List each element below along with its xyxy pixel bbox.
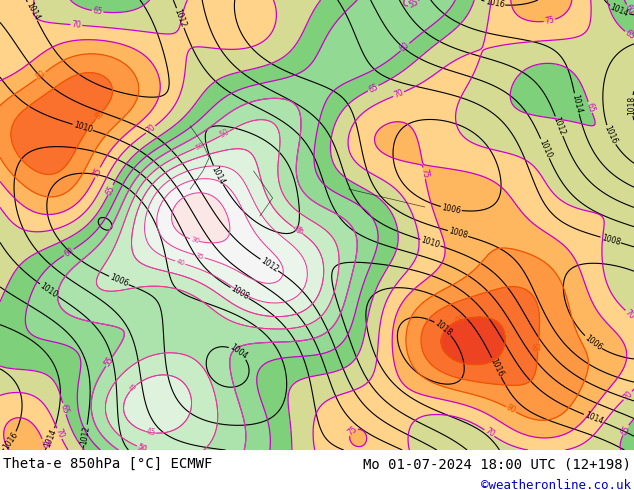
Text: 1010: 1010: [38, 281, 59, 299]
Text: 55: 55: [407, 0, 420, 10]
Text: 1010: 1010: [537, 138, 553, 159]
Text: 1012: 1012: [172, 7, 188, 28]
Text: 1016: 1016: [1, 430, 20, 451]
Text: 75: 75: [38, 439, 49, 450]
Text: 30: 30: [190, 236, 200, 245]
Text: 65: 65: [58, 403, 70, 415]
Text: 50: 50: [194, 142, 205, 151]
Text: Mo 01-07-2024 18:00 UTC (12+198): Mo 01-07-2024 18:00 UTC (12+198): [363, 457, 631, 471]
Text: 1014: 1014: [43, 427, 59, 449]
Text: 65: 65: [367, 82, 380, 95]
Text: 60: 60: [623, 3, 634, 16]
Text: 65: 65: [623, 28, 634, 42]
Text: 60: 60: [398, 41, 411, 54]
Text: 70: 70: [53, 427, 65, 440]
Text: 55: 55: [103, 355, 115, 368]
Text: 70: 70: [621, 389, 634, 402]
Text: 55: 55: [103, 355, 115, 368]
Text: 1008: 1008: [229, 284, 250, 302]
Text: 1016: 1016: [602, 124, 619, 146]
Text: 35: 35: [194, 252, 204, 260]
Text: 85: 85: [93, 108, 106, 122]
Text: ©weatheronline.co.uk: ©weatheronline.co.uk: [481, 479, 631, 490]
Text: 1008: 1008: [448, 226, 469, 241]
Text: 1004: 1004: [228, 343, 249, 362]
Text: 1010: 1010: [420, 236, 441, 250]
Text: 50: 50: [218, 127, 231, 140]
Text: 1014: 1014: [570, 93, 583, 114]
Text: 75: 75: [91, 166, 104, 179]
Text: 1006: 1006: [108, 272, 129, 289]
Text: 75: 75: [346, 425, 359, 438]
Text: 70: 70: [144, 123, 157, 136]
Text: 65: 65: [92, 6, 103, 17]
Text: 1010: 1010: [72, 120, 93, 134]
Text: 50: 50: [137, 444, 147, 453]
Text: 60: 60: [62, 246, 75, 259]
Text: 1014: 1014: [583, 411, 604, 426]
Text: 80: 80: [35, 69, 48, 82]
Text: 85: 85: [533, 342, 543, 351]
Text: 65: 65: [619, 424, 632, 437]
Text: 50: 50: [136, 442, 148, 454]
Text: 65: 65: [585, 101, 596, 114]
Text: 40: 40: [175, 258, 185, 267]
Text: 75: 75: [544, 15, 555, 26]
Text: 55: 55: [407, 0, 420, 10]
Text: Theta-e 850hPa [°C] ECMWF: Theta-e 850hPa [°C] ECMWF: [3, 457, 212, 471]
Text: 1016: 1016: [484, 0, 505, 10]
Text: 1012: 1012: [259, 256, 280, 274]
Text: 45: 45: [290, 223, 304, 236]
Text: 45: 45: [294, 226, 304, 236]
Text: 70: 70: [482, 427, 496, 440]
Text: 70: 70: [623, 308, 634, 321]
Text: 1012: 1012: [552, 116, 567, 137]
Text: 70: 70: [71, 20, 82, 30]
Text: 75: 75: [419, 168, 430, 179]
Text: 80: 80: [505, 403, 517, 416]
Text: 1006: 1006: [583, 333, 604, 352]
Text: 1018: 1018: [433, 318, 453, 338]
Text: 90: 90: [455, 314, 467, 326]
Text: 45: 45: [145, 427, 156, 438]
Text: 1006: 1006: [441, 203, 462, 215]
Text: 1008: 1008: [600, 233, 621, 247]
Text: 70: 70: [392, 88, 404, 100]
Text: 1014: 1014: [24, 0, 41, 22]
Text: 1018: 1018: [627, 96, 634, 115]
Text: 1012: 1012: [79, 425, 91, 445]
Text: 1014: 1014: [210, 165, 226, 186]
Text: 1016: 1016: [488, 357, 505, 378]
Text: 1014: 1014: [609, 2, 630, 19]
Text: 65: 65: [104, 184, 117, 196]
Text: 45: 45: [128, 383, 138, 393]
